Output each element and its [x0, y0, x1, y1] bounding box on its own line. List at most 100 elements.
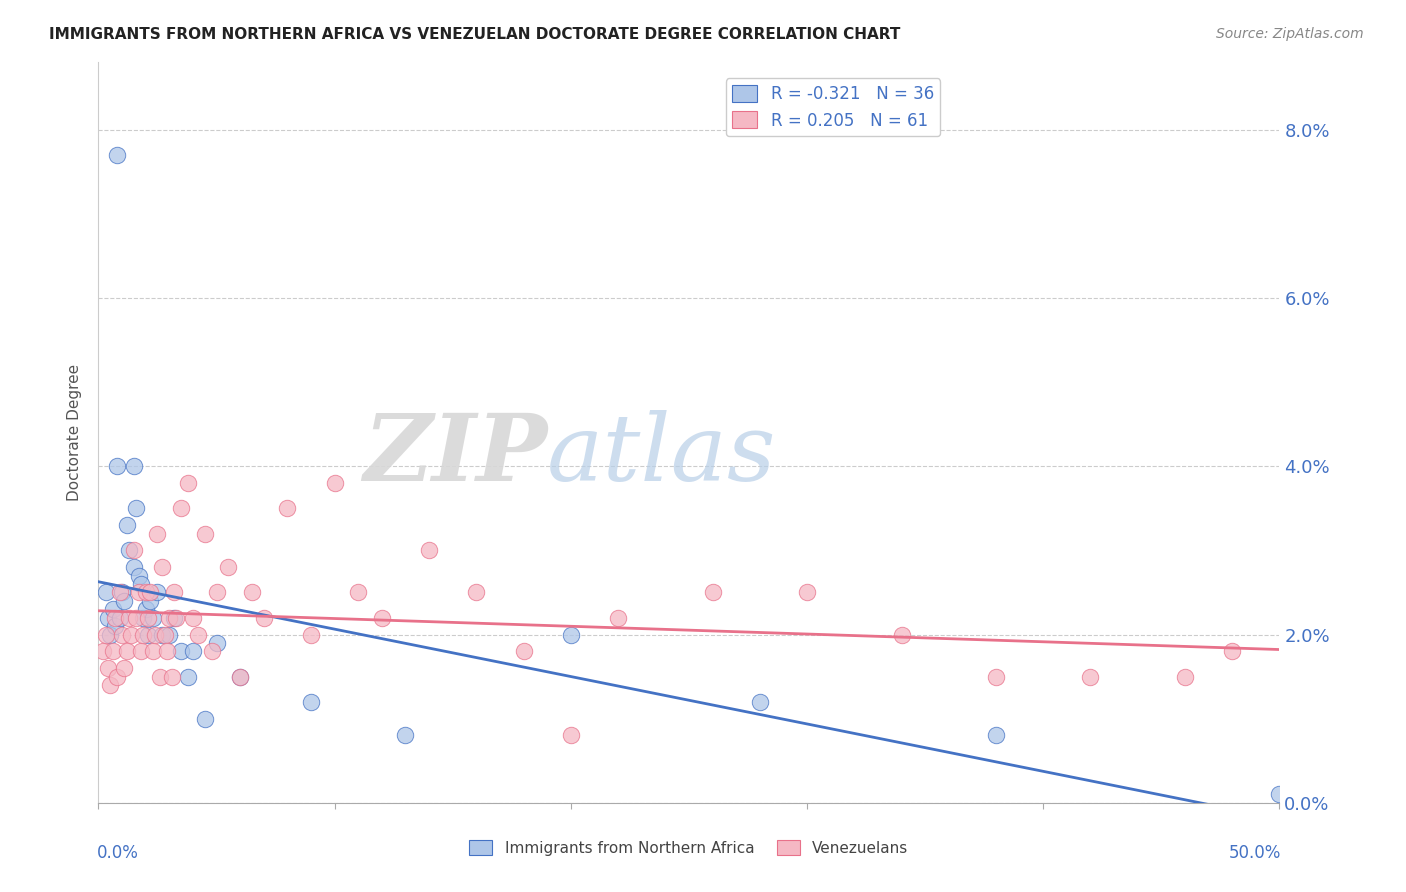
Point — [984, 729, 1007, 743]
Point — [299, 695, 322, 709]
Point — [276, 501, 298, 516]
Point — [560, 729, 582, 743]
Point — [118, 610, 141, 624]
Point — [1268, 788, 1291, 802]
Point — [91, 644, 114, 658]
Point — [170, 501, 193, 516]
Point — [94, 627, 117, 641]
Point — [394, 729, 416, 743]
Point — [796, 585, 818, 599]
Point — [135, 585, 157, 599]
Point — [118, 543, 141, 558]
Point — [702, 585, 724, 599]
Point — [607, 610, 630, 624]
Point — [157, 610, 180, 624]
Point — [163, 585, 186, 599]
Point — [194, 712, 217, 726]
Point — [111, 585, 134, 599]
Point — [115, 644, 138, 658]
Point — [465, 585, 488, 599]
Point — [143, 627, 166, 641]
Point — [115, 518, 138, 533]
Point — [104, 610, 127, 624]
Point — [135, 602, 157, 616]
Point — [156, 644, 179, 658]
Point — [97, 610, 120, 624]
Point — [139, 585, 162, 599]
Point — [129, 577, 152, 591]
Point — [150, 627, 173, 641]
Point — [165, 610, 187, 624]
Point — [201, 644, 224, 658]
Point — [229, 670, 252, 684]
Point — [146, 526, 169, 541]
Point — [217, 560, 239, 574]
Point — [1174, 670, 1197, 684]
Point — [1220, 644, 1243, 658]
Point — [1080, 670, 1102, 684]
Point — [160, 670, 183, 684]
Text: IMMIGRANTS FROM NORTHERN AFRICA VS VENEZUELAN DOCTORATE DEGREE CORRELATION CHART: IMMIGRANTS FROM NORTHERN AFRICA VS VENEZ… — [49, 27, 901, 42]
Point — [105, 148, 128, 162]
Point — [111, 627, 134, 641]
Point — [194, 526, 217, 541]
Text: Source: ZipAtlas.com: Source: ZipAtlas.com — [1216, 27, 1364, 41]
Point — [125, 501, 148, 516]
Point — [139, 594, 162, 608]
Point — [128, 585, 150, 599]
Point — [512, 644, 534, 658]
Point — [94, 585, 117, 599]
Point — [122, 560, 145, 574]
Point — [205, 585, 228, 599]
Point — [132, 610, 155, 624]
Legend: Immigrants from Northern Africa, Venezuelans: Immigrants from Northern Africa, Venezue… — [464, 834, 914, 862]
Point — [181, 644, 204, 658]
Text: 50.0%: 50.0% — [1229, 844, 1281, 862]
Point — [157, 627, 180, 641]
Point — [98, 627, 121, 641]
Point — [253, 610, 276, 624]
Text: ZIP: ZIP — [363, 409, 547, 500]
Point — [347, 585, 370, 599]
Point — [181, 610, 204, 624]
Point — [229, 670, 252, 684]
Point — [142, 610, 165, 624]
Point — [105, 459, 128, 474]
Point — [146, 585, 169, 599]
Point — [98, 678, 121, 692]
Point — [136, 610, 159, 624]
Point — [132, 627, 155, 641]
Point — [163, 610, 186, 624]
Point — [97, 661, 120, 675]
Text: 0.0%: 0.0% — [97, 844, 139, 862]
Y-axis label: Doctorate Degree: Doctorate Degree — [67, 364, 83, 501]
Text: atlas: atlas — [547, 409, 776, 500]
Point — [112, 594, 135, 608]
Point — [122, 459, 145, 474]
Point — [108, 610, 131, 624]
Point — [560, 627, 582, 641]
Point — [170, 644, 193, 658]
Point — [112, 661, 135, 675]
Point — [371, 610, 394, 624]
Point — [136, 627, 159, 641]
Point — [240, 585, 263, 599]
Point — [177, 476, 200, 491]
Point — [890, 627, 912, 641]
Point — [418, 543, 440, 558]
Point — [125, 610, 148, 624]
Point — [984, 670, 1007, 684]
Point — [748, 695, 770, 709]
Point — [142, 644, 165, 658]
Point — [177, 670, 200, 684]
Point — [153, 627, 176, 641]
Point — [299, 627, 322, 641]
Point — [149, 670, 172, 684]
Point — [187, 627, 209, 641]
Point — [122, 543, 145, 558]
Point — [205, 636, 228, 650]
Point — [121, 627, 143, 641]
Point — [101, 644, 124, 658]
Point — [108, 585, 131, 599]
Point — [323, 476, 346, 491]
